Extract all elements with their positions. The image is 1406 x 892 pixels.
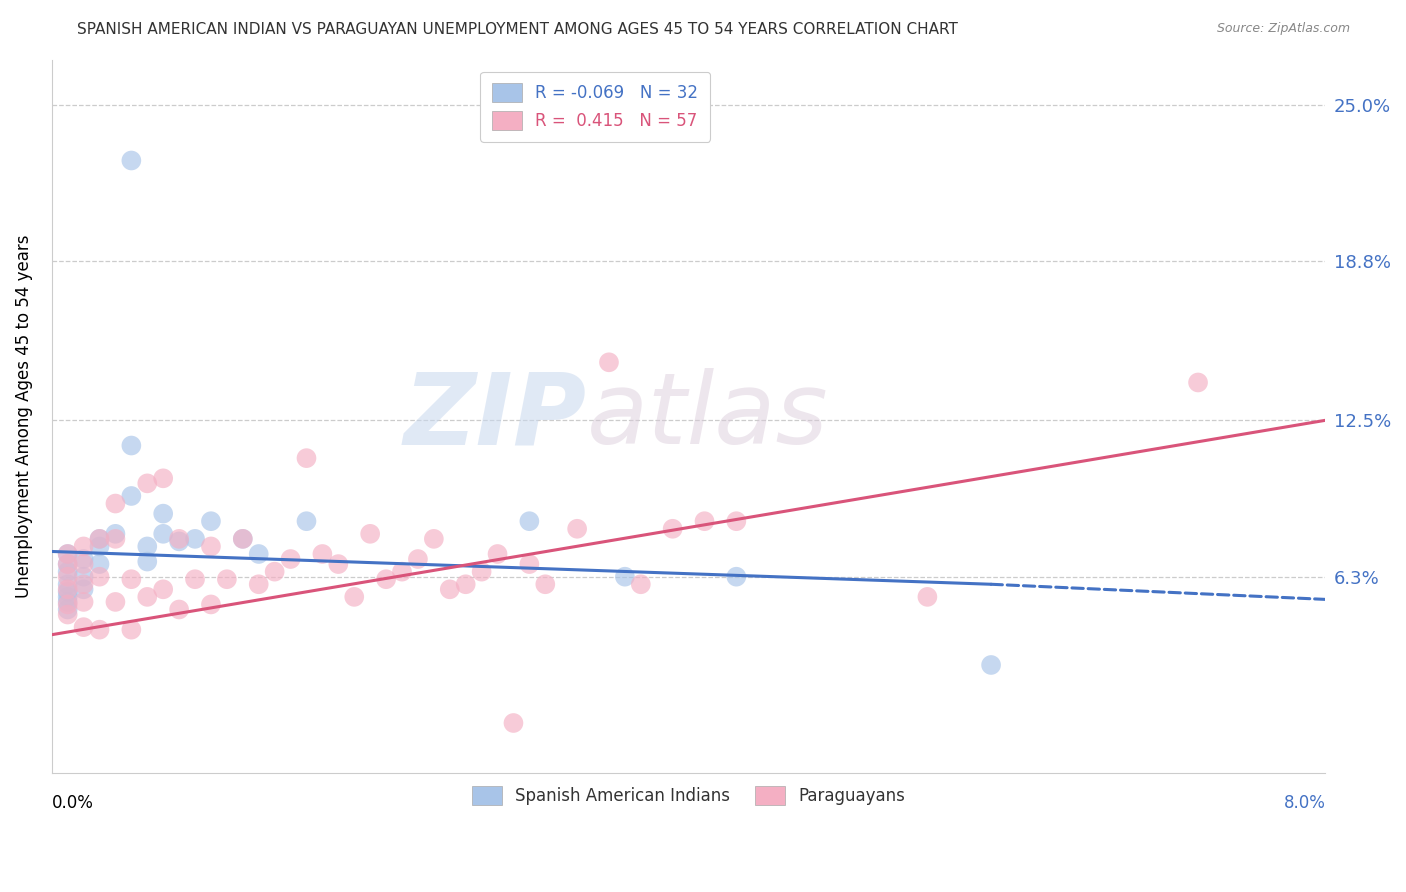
Point: [215, 572, 238, 586]
Point: [136, 540, 159, 554]
Point: [89, 532, 111, 546]
Text: SPANISH AMERICAN INDIAN VS PARAGUAYAN UNEMPLOYMENT AMONG AGES 45 TO 54 YEARS COR: SPANISH AMERICAN INDIAN VS PARAGUAYAN UN…: [77, 22, 959, 37]
Text: atlas: atlas: [586, 368, 828, 465]
Text: ZIP: ZIP: [404, 368, 586, 465]
Point: [519, 514, 541, 528]
Point: [359, 526, 381, 541]
Point: [72, 582, 94, 597]
Point: [152, 582, 174, 597]
Point: [89, 557, 111, 571]
Point: [167, 534, 190, 549]
Point: [56, 547, 79, 561]
Point: [439, 582, 461, 597]
Point: [56, 557, 79, 571]
Point: [56, 547, 79, 561]
Point: [502, 716, 524, 731]
Point: [56, 598, 79, 612]
Point: [120, 489, 142, 503]
Point: [519, 557, 541, 571]
Point: [56, 602, 79, 616]
Point: [72, 540, 94, 554]
Point: [184, 572, 207, 586]
Point: [56, 577, 79, 591]
Point: [247, 577, 270, 591]
Point: [120, 623, 142, 637]
Point: [56, 565, 79, 579]
Point: [725, 570, 748, 584]
Point: [200, 540, 222, 554]
Point: [120, 572, 142, 586]
Point: [104, 532, 127, 546]
Point: [136, 555, 159, 569]
Point: [565, 522, 588, 536]
Point: [56, 557, 79, 571]
Point: [89, 532, 111, 546]
Point: [232, 532, 254, 546]
Point: [167, 532, 190, 546]
Point: [980, 657, 1002, 672]
Point: [295, 451, 318, 466]
Point: [375, 572, 398, 586]
Point: [167, 602, 190, 616]
Point: [56, 590, 79, 604]
Point: [120, 153, 142, 168]
Point: [72, 557, 94, 571]
Point: [311, 547, 333, 561]
Point: [89, 623, 111, 637]
Point: [613, 570, 636, 584]
Point: [693, 514, 716, 528]
Point: [534, 577, 557, 591]
Point: [471, 565, 494, 579]
Point: [56, 595, 79, 609]
Point: [630, 577, 652, 591]
Point: [280, 552, 302, 566]
Point: [454, 577, 477, 591]
Point: [343, 590, 366, 604]
Point: [72, 570, 94, 584]
Point: [72, 577, 94, 591]
Point: [152, 507, 174, 521]
Text: Source: ZipAtlas.com: Source: ZipAtlas.com: [1216, 22, 1350, 36]
Point: [247, 547, 270, 561]
Point: [391, 565, 413, 579]
Point: [104, 497, 127, 511]
Point: [56, 607, 79, 622]
Point: [184, 532, 207, 546]
Point: [295, 514, 318, 528]
Point: [1187, 376, 1209, 390]
Point: [598, 355, 620, 369]
Point: [661, 522, 683, 536]
Point: [72, 620, 94, 634]
Point: [89, 570, 111, 584]
Point: [136, 590, 159, 604]
Point: [917, 590, 939, 604]
Point: [136, 476, 159, 491]
Legend: Spanish American Indians, Paraguayans: Spanish American Indians, Paraguayans: [460, 774, 917, 816]
Point: [72, 595, 94, 609]
Point: [56, 584, 79, 599]
Point: [56, 582, 79, 597]
Point: [725, 514, 748, 528]
Text: 8.0%: 8.0%: [1284, 794, 1326, 812]
Point: [423, 532, 446, 546]
Point: [56, 570, 79, 584]
Point: [72, 552, 94, 566]
Point: [152, 471, 174, 485]
Point: [486, 547, 509, 561]
Point: [120, 438, 142, 452]
Point: [89, 540, 111, 554]
Text: 0.0%: 0.0%: [52, 794, 94, 812]
Point: [200, 598, 222, 612]
Y-axis label: Unemployment Among Ages 45 to 54 years: Unemployment Among Ages 45 to 54 years: [15, 235, 32, 599]
Point: [406, 552, 429, 566]
Point: [328, 557, 350, 571]
Point: [152, 526, 174, 541]
Point: [104, 526, 127, 541]
Point: [232, 532, 254, 546]
Point: [263, 565, 285, 579]
Point: [200, 514, 222, 528]
Point: [104, 595, 127, 609]
